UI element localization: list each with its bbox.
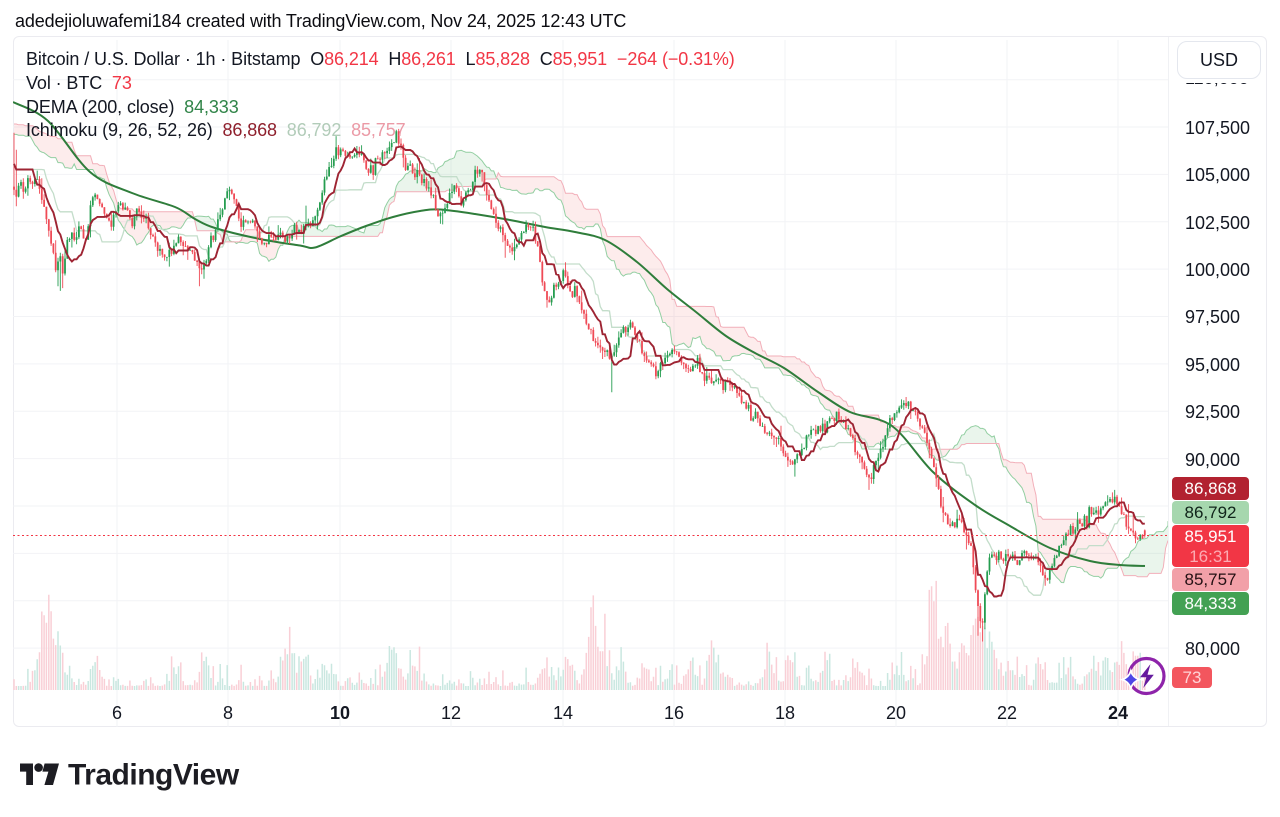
svg-text:TradingView: TradingView: [68, 760, 240, 792]
